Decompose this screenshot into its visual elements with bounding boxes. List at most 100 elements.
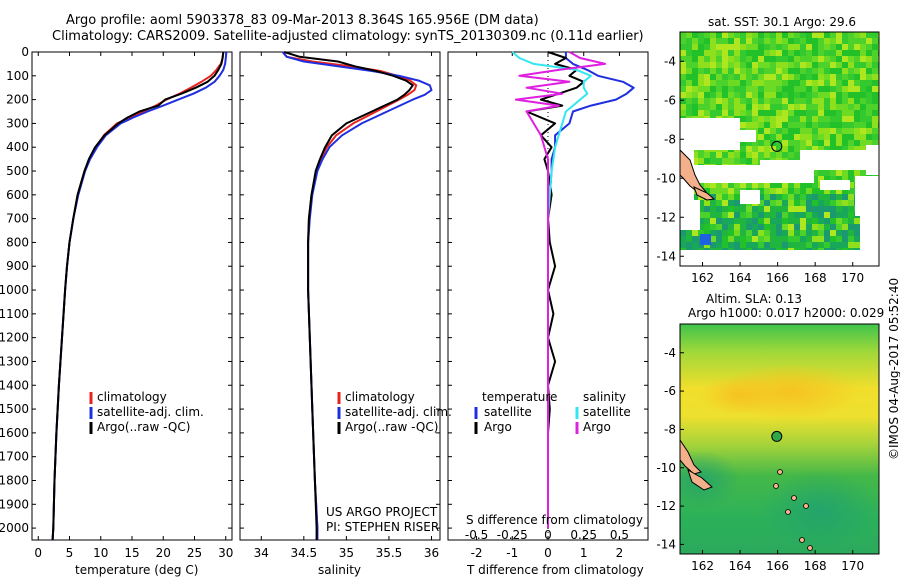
sst-cell bbox=[746, 224, 752, 230]
depth-tick-label: 1700 bbox=[0, 450, 29, 464]
sst-cell bbox=[740, 104, 746, 110]
sst-cell bbox=[848, 116, 854, 122]
sst-cell bbox=[836, 242, 842, 248]
sst-cell bbox=[836, 200, 842, 206]
sst-cell bbox=[806, 50, 812, 56]
sst-cell bbox=[824, 194, 830, 200]
diff-s-tick-label: -0.25 bbox=[497, 528, 528, 542]
sst-cell bbox=[860, 50, 866, 56]
sst-cell bbox=[680, 44, 686, 50]
sst-cell bbox=[734, 68, 740, 74]
sst-cell bbox=[824, 50, 830, 56]
sst-cell bbox=[818, 32, 824, 38]
sst-cell bbox=[836, 32, 842, 38]
sst-cell bbox=[854, 92, 860, 98]
sst-xtick-label: 162 bbox=[691, 271, 714, 285]
sst-cell bbox=[860, 74, 866, 80]
sst-cell bbox=[770, 56, 776, 62]
sst-cell bbox=[800, 104, 806, 110]
sst-cell bbox=[716, 200, 722, 206]
sst-cell bbox=[722, 32, 728, 38]
sst-cell bbox=[848, 62, 854, 68]
sst-cell bbox=[872, 98, 878, 104]
sst-cell bbox=[782, 44, 788, 50]
sst-cell bbox=[692, 50, 698, 56]
sst-cell bbox=[764, 80, 770, 86]
sst-cell bbox=[698, 230, 704, 236]
sst-cell bbox=[830, 68, 836, 74]
sst-cell bbox=[848, 230, 854, 236]
sst-missing-region bbox=[680, 118, 740, 150]
sst-cell bbox=[752, 224, 758, 230]
sst-cell bbox=[830, 50, 836, 56]
sal-legend-satellite: satellite-adj. clim. bbox=[345, 405, 452, 419]
sst-cell bbox=[788, 182, 794, 188]
sst-cell bbox=[770, 134, 776, 140]
sst-cell bbox=[794, 80, 800, 86]
sst-cell bbox=[740, 44, 746, 50]
sst-cell bbox=[806, 134, 812, 140]
sst-cell bbox=[710, 104, 716, 110]
sst-cell bbox=[764, 212, 770, 218]
sst-cell bbox=[746, 80, 752, 86]
sla-argo-position-marker bbox=[771, 430, 783, 442]
sst-cell bbox=[842, 50, 848, 56]
sst-cell bbox=[734, 182, 740, 188]
sst-cell bbox=[752, 44, 758, 50]
sst-cell bbox=[860, 116, 866, 122]
sst-cell bbox=[794, 134, 800, 140]
sst-cell bbox=[758, 74, 764, 80]
sst-cell bbox=[722, 230, 728, 236]
sst-cell bbox=[758, 68, 764, 74]
sst-cell bbox=[704, 32, 710, 38]
sst-cell bbox=[782, 86, 788, 92]
sst-cell bbox=[818, 92, 824, 98]
sst-cell bbox=[740, 98, 746, 104]
sst-cell bbox=[704, 110, 710, 116]
sst-cell bbox=[830, 200, 836, 206]
sst-cell bbox=[794, 140, 800, 146]
sst-cell bbox=[824, 74, 830, 80]
sst-cell bbox=[728, 182, 734, 188]
sst-cell bbox=[854, 134, 860, 140]
sst-cell bbox=[698, 44, 704, 50]
sst-cell bbox=[830, 104, 836, 110]
sst-cell bbox=[836, 56, 842, 62]
sst-cell bbox=[872, 92, 878, 98]
sst-missing-region bbox=[680, 200, 700, 230]
sst-cell bbox=[848, 104, 854, 110]
sst-cell bbox=[728, 194, 734, 200]
sst-cell bbox=[854, 56, 860, 62]
sst-cell bbox=[782, 200, 788, 206]
sst-cell bbox=[788, 242, 794, 248]
sst-cell bbox=[704, 158, 710, 164]
sst-cell bbox=[848, 80, 854, 86]
sst-cell bbox=[854, 116, 860, 122]
sst-cell bbox=[746, 38, 752, 44]
sst-cell bbox=[836, 146, 842, 152]
sst-cell bbox=[686, 38, 692, 44]
sst-cell bbox=[716, 230, 722, 236]
sst-cell bbox=[800, 146, 806, 152]
sst-cell bbox=[722, 224, 728, 230]
sst-cell bbox=[704, 224, 710, 230]
sst-cell bbox=[716, 242, 722, 248]
sst-cell bbox=[860, 44, 866, 50]
sst-cell bbox=[758, 236, 764, 242]
sst-cell bbox=[794, 38, 800, 44]
sst-cell bbox=[776, 86, 782, 92]
sst-cell bbox=[758, 122, 764, 128]
sst-cell bbox=[692, 56, 698, 62]
sst-cell bbox=[698, 62, 704, 68]
sst-cell bbox=[704, 182, 710, 188]
sst-cell bbox=[746, 74, 752, 80]
sal-series-line bbox=[281, 51, 433, 540]
sst-cell bbox=[734, 86, 740, 92]
sst-cell bbox=[782, 110, 788, 116]
sst-cell bbox=[680, 50, 686, 56]
sst-cell bbox=[704, 74, 710, 80]
sst-cell bbox=[746, 116, 752, 122]
temp-xtick-label: 5 bbox=[66, 546, 74, 560]
sst-cell bbox=[752, 140, 758, 146]
sst-cell bbox=[746, 104, 752, 110]
